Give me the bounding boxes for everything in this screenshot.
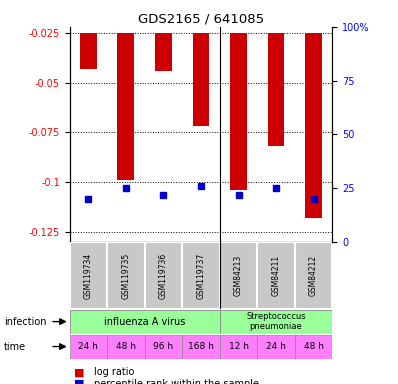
- Bar: [107, 334, 145, 359]
- Text: GSM119737: GSM119737: [197, 252, 205, 299]
- Text: influenza A virus: influenza A virus: [104, 316, 185, 327]
- Bar: [295, 334, 332, 359]
- Bar: [295, 242, 332, 309]
- Bar: [70, 310, 220, 334]
- Text: GSM84212: GSM84212: [309, 255, 318, 296]
- Bar: [182, 334, 220, 359]
- Text: 168 h: 168 h: [188, 342, 214, 351]
- Bar: [182, 242, 220, 309]
- Text: ■: ■: [74, 379, 84, 384]
- Text: 48 h: 48 h: [116, 342, 136, 351]
- Text: log ratio: log ratio: [94, 367, 134, 377]
- Bar: [220, 334, 257, 359]
- Bar: [80, 33, 97, 69]
- Text: percentile rank within the sample: percentile rank within the sample: [94, 379, 259, 384]
- Bar: [70, 334, 107, 359]
- Bar: [257, 242, 295, 309]
- Bar: [117, 33, 135, 180]
- Bar: [267, 33, 285, 146]
- Text: infection: infection: [4, 316, 47, 327]
- Title: GDS2165 / 641085: GDS2165 / 641085: [138, 13, 264, 26]
- Bar: [220, 242, 257, 309]
- Text: GSM84211: GSM84211: [271, 255, 281, 296]
- Bar: [70, 242, 107, 309]
- Text: 96 h: 96 h: [153, 342, 174, 351]
- Bar: [257, 334, 295, 359]
- Text: GSM119736: GSM119736: [159, 252, 168, 299]
- Bar: [230, 33, 247, 190]
- Text: 48 h: 48 h: [304, 342, 324, 351]
- Bar: [305, 33, 322, 218]
- Bar: [193, 33, 209, 126]
- Text: ■: ■: [74, 367, 84, 377]
- Text: 12 h: 12 h: [228, 342, 248, 351]
- Text: Streptococcus
pneumoniae: Streptococcus pneumoniae: [246, 312, 306, 331]
- Text: GSM84213: GSM84213: [234, 255, 243, 296]
- Text: GSM119735: GSM119735: [121, 252, 131, 299]
- Text: time: time: [4, 341, 26, 352]
- Bar: [145, 334, 182, 359]
- Bar: [145, 242, 182, 309]
- Bar: [107, 242, 145, 309]
- Text: 24 h: 24 h: [78, 342, 98, 351]
- Bar: [155, 33, 172, 71]
- Text: GSM119734: GSM119734: [84, 252, 93, 299]
- Text: 24 h: 24 h: [266, 342, 286, 351]
- Bar: [220, 310, 332, 334]
